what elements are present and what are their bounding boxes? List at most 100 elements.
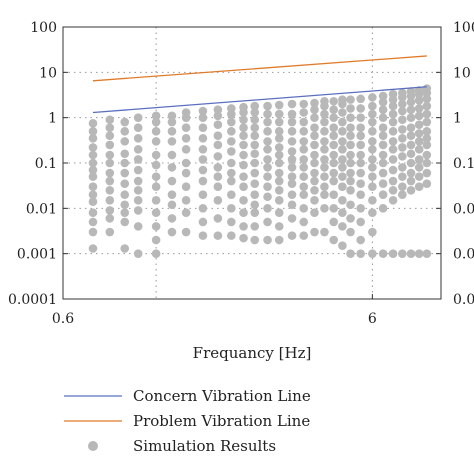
simulation-result-point — [151, 117, 161, 127]
simulation-result-point — [198, 204, 208, 213]
simulation-result-point — [299, 190, 309, 199]
simulation-result-point — [378, 113, 388, 122]
simulation-result-point — [368, 163, 377, 172]
simulation-result-point — [250, 123, 260, 133]
simulation-result-point — [167, 200, 177, 210]
simulation-result-point — [133, 165, 143, 175]
simulation-result-point — [414, 182, 424, 192]
simulation-result-point — [250, 179, 260, 188]
simulation-result-point — [329, 190, 339, 199]
simulation-result-point — [88, 165, 98, 175]
ticks-layer: 0.0001 0.0001 0.001 0.001 0.01 0.01 0.1 0.1 1 1 10… — [8, 20, 474, 327]
y-tick-label-right: 0.01 — [453, 201, 474, 217]
simulation-result-point — [239, 131, 248, 141]
simulation-result-point — [378, 105, 388, 114]
simulation-result-point — [213, 120, 223, 129]
simulation-result-point — [299, 231, 309, 240]
simulation-result-point — [356, 104, 365, 113]
simulation-result-point — [299, 172, 309, 181]
simulation-result-point — [329, 105, 339, 114]
simulation-result-point — [406, 140, 416, 150]
simulation-result-point — [239, 196, 248, 205]
simulation-result-point — [346, 150, 355, 160]
simulation-result-point — [368, 155, 377, 164]
simulation-result-point — [356, 158, 365, 168]
simulation-result-point — [422, 168, 432, 178]
simulation-result-point — [320, 204, 329, 213]
simulation-result-point — [368, 249, 377, 258]
simulation-result-point — [151, 235, 161, 245]
simulation-result-point — [250, 235, 260, 245]
simulation-result-point — [346, 227, 355, 237]
concern-vibration-line — [92, 86, 427, 114]
simulation-result-point — [406, 97, 416, 107]
simulation-result-point — [274, 143, 284, 152]
simulation-result-point — [287, 127, 297, 136]
simulation-result-point — [338, 117, 347, 127]
simulation-result-point — [356, 123, 365, 133]
legend-swatch-simulation-results — [88, 441, 98, 451]
simulation-result-point — [368, 172, 377, 181]
simulation-result-point — [227, 217, 236, 227]
simulation-result-point — [198, 165, 208, 175]
simulation-result-point — [346, 168, 355, 178]
simulation-result-point — [378, 140, 388, 150]
simulation-result-point — [181, 134, 191, 143]
simulation-result-point — [151, 172, 161, 181]
simulation-result-point — [213, 172, 223, 181]
y-tick-label-left: 0.001 — [17, 247, 57, 263]
simulation-result-point — [263, 192, 272, 202]
simulation-result-point — [133, 123, 143, 133]
simulation-result-point — [120, 200, 130, 210]
simulation-result-point — [133, 155, 143, 164]
simulation-result-point — [198, 123, 208, 133]
simulation-result-point — [274, 185, 284, 195]
simulation-result-point — [320, 227, 329, 237]
simulation-result-point — [338, 222, 347, 231]
simulation-result-point — [287, 155, 297, 164]
simulation-result-point — [227, 117, 236, 127]
simulation-result-point — [406, 249, 416, 258]
simulation-result-point — [287, 200, 297, 210]
simulation-result-point — [88, 143, 98, 152]
lines-layer — [92, 55, 427, 114]
legend: Concern Vibration Line Problem Vibration… — [64, 387, 311, 455]
simulation-result-point — [406, 87, 416, 96]
simulation-result-point — [105, 131, 115, 141]
simulation-result-point — [356, 179, 365, 188]
y-tick-label-left: 0.1 — [35, 156, 57, 172]
simulation-result-point — [414, 96, 424, 105]
simulation-result-point — [274, 100, 284, 110]
simulation-result-point — [167, 111, 177, 121]
simulation-result-point — [105, 123, 115, 133]
simulation-result-point — [198, 155, 208, 164]
simulation-result-point — [338, 196, 347, 205]
simulation-result-point — [227, 104, 236, 113]
simulation-result-point — [329, 123, 339, 133]
simulation-result-point — [88, 172, 98, 181]
simulation-result-point — [388, 117, 398, 127]
simulation-result-point — [88, 127, 98, 136]
simulation-result-point — [414, 104, 424, 113]
y-tick-label-left: 0.01 — [26, 201, 57, 217]
simulation-result-point — [151, 222, 161, 231]
simulation-result-point — [105, 158, 115, 168]
simulation-result-point — [88, 227, 98, 237]
simulation-result-point — [388, 155, 398, 164]
simulation-result-point — [274, 208, 284, 218]
simulation-result-point — [299, 182, 309, 192]
simulation-result-point — [198, 113, 208, 122]
simulation-result-point — [287, 109, 297, 119]
simulation-result-point — [346, 123, 355, 133]
simulation-result-point — [406, 176, 416, 186]
simulation-result-point — [422, 117, 432, 127]
simulation-result-point — [105, 150, 115, 160]
simulation-result-point — [274, 235, 284, 245]
simulation-result-point — [287, 214, 297, 223]
simulation-result-point — [398, 99, 407, 109]
simulation-result-point — [378, 150, 388, 160]
simulation-result-point — [406, 149, 416, 159]
simulation-result-point — [422, 101, 432, 111]
simulation-result-point — [320, 109, 329, 119]
simulation-result-point — [105, 140, 115, 150]
